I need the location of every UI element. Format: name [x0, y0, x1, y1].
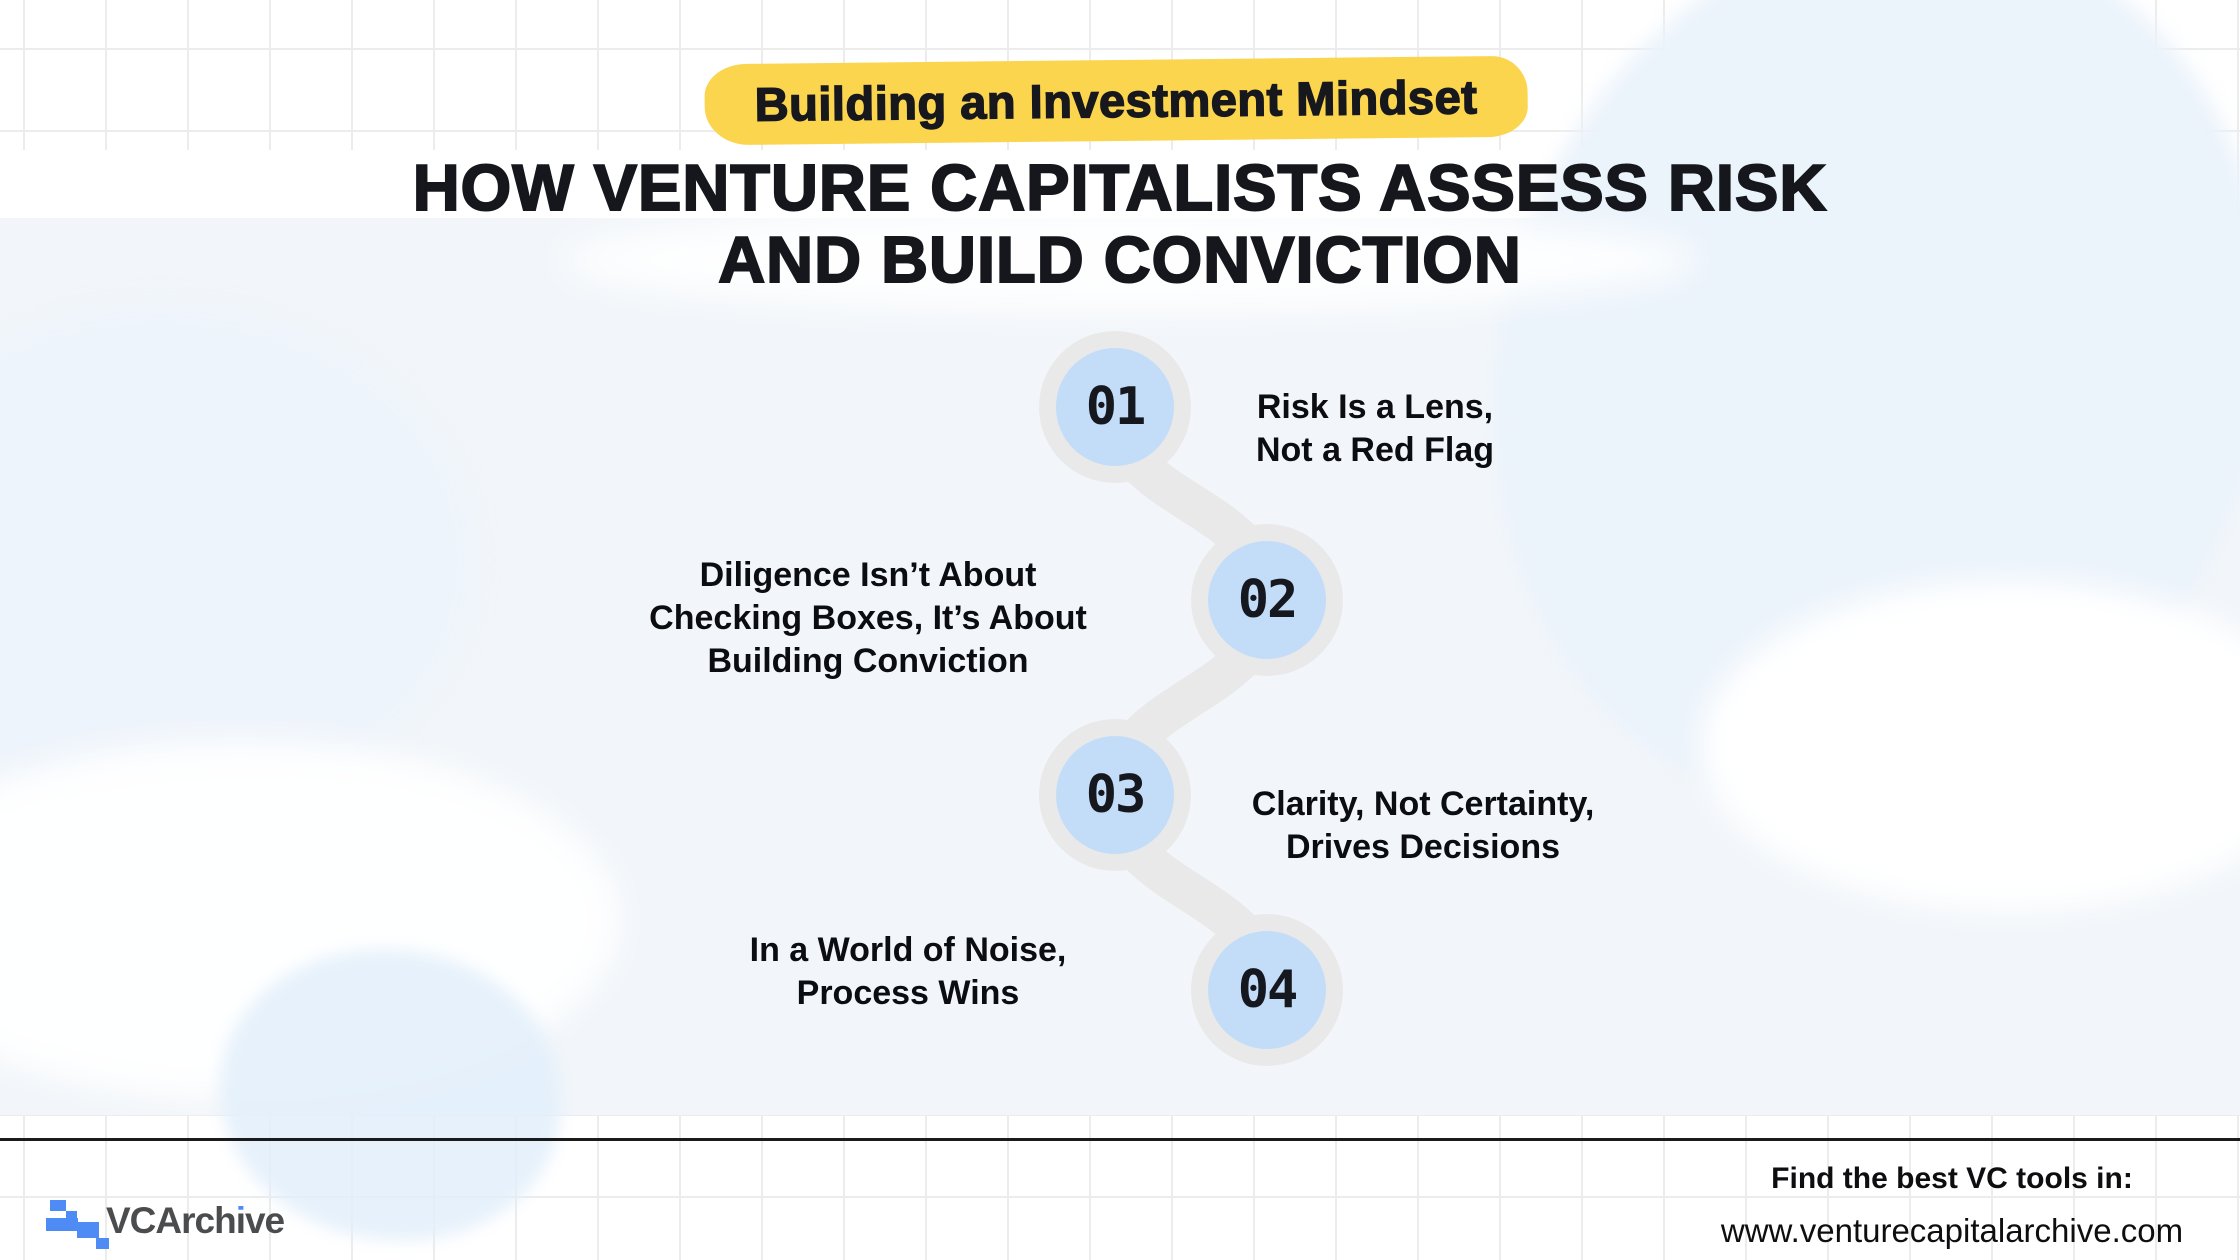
background-blob [1700, 580, 2240, 910]
step-number-badge: 04 [1208, 931, 1326, 1049]
brand-logo: VCArchive [46, 1194, 285, 1250]
page-title: HOW VENTURE CAPITALISTS ASSESS RISK AND … [0, 151, 2240, 297]
page-title-line2: AND BUILD CONVICTION [717, 223, 1522, 297]
step-label: Risk Is a Lens, Not a Red Flag [1255, 388, 1495, 469]
vcarchive-logo-icon [46, 1200, 109, 1249]
brand-name-i: i [235, 1200, 246, 1241]
brand-name-part: VCArch [106, 1200, 237, 1241]
brand-name: VCArchive [106, 1200, 285, 1242]
page-title-line1: HOW VENTURE CAPITALISTS ASSESS RISK [412, 151, 1828, 225]
background-blob [560, 208, 1700, 312]
step-label: Diligence Isn’t About Checking Boxes, It… [649, 556, 1087, 680]
step-number-badge: 03 [1056, 736, 1174, 854]
background-blob [220, 950, 560, 1240]
title-background-strip [0, 150, 1620, 218]
topic-badge-label: Building an Investment Mindset [754, 69, 1479, 131]
step-number-badge: 01 [1056, 348, 1174, 466]
step-number-badge: 02 [1208, 541, 1326, 659]
topic-badge: Building an Investment Mindset [704, 55, 1528, 146]
footer-cta-text: Find the best VC tools in: [1771, 1162, 2133, 1195]
step-label: In a World of Noise, Process Wins [749, 931, 1067, 1012]
connector-path [1094, 387, 1288, 1010]
footer-cta-block: Find the best VC tools in: www.ventureca… [1721, 1162, 2183, 1250]
footer-url[interactable]: www.venturecapitalarchive.com [1720, 1212, 2184, 1249]
footer-divider [0, 1138, 2240, 1141]
step-label: Clarity, Not Certainty, Drives Decisions [1251, 785, 1595, 866]
brand-name-part: ve [244, 1200, 285, 1241]
